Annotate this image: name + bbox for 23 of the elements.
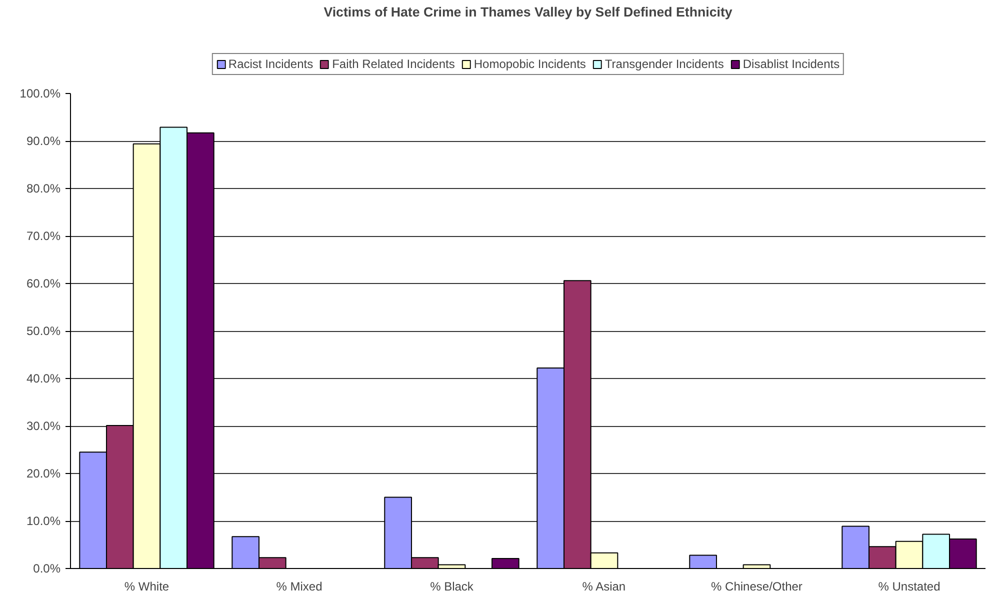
chart-title: Victims of Hate Crime in Thames Valley by Self Defined Ethnicity: [324, 4, 733, 20]
y-tick-label: 60.0%: [26, 276, 61, 290]
x-tick-label: % Mixed: [276, 580, 322, 592]
y-tick-label: 0.0%: [33, 562, 61, 576]
y-tick-label: 90.0%: [26, 134, 61, 148]
y-tick-label: 50.0%: [26, 324, 61, 338]
legend-label: Transgender Incidents: [604, 57, 724, 71]
x-tick-label: % Black: [430, 580, 474, 592]
legend-label: Faith Related Incidents: [332, 57, 455, 71]
x-tick-label: % Asian: [582, 580, 626, 592]
y-tick-label: 100.0%: [20, 86, 61, 100]
y-tick-label: 10.0%: [26, 514, 61, 528]
y-tick-label: 40.0%: [26, 372, 61, 386]
y-tick-label: 30.0%: [26, 419, 61, 433]
x-tick-label: % Chinese/Other: [711, 580, 802, 592]
legend-label: Homopobic Incidents: [474, 57, 586, 71]
legend-label: Disablist Incidents: [742, 57, 840, 71]
y-tick-label: 70.0%: [26, 229, 61, 243]
x-tick-label: % Unstated: [878, 580, 940, 592]
legend-label: Racist Incidents: [228, 57, 314, 71]
x-tick-label: % White: [124, 580, 170, 592]
y-tick-label: 20.0%: [26, 466, 61, 480]
y-tick-label: 80.0%: [26, 182, 61, 196]
